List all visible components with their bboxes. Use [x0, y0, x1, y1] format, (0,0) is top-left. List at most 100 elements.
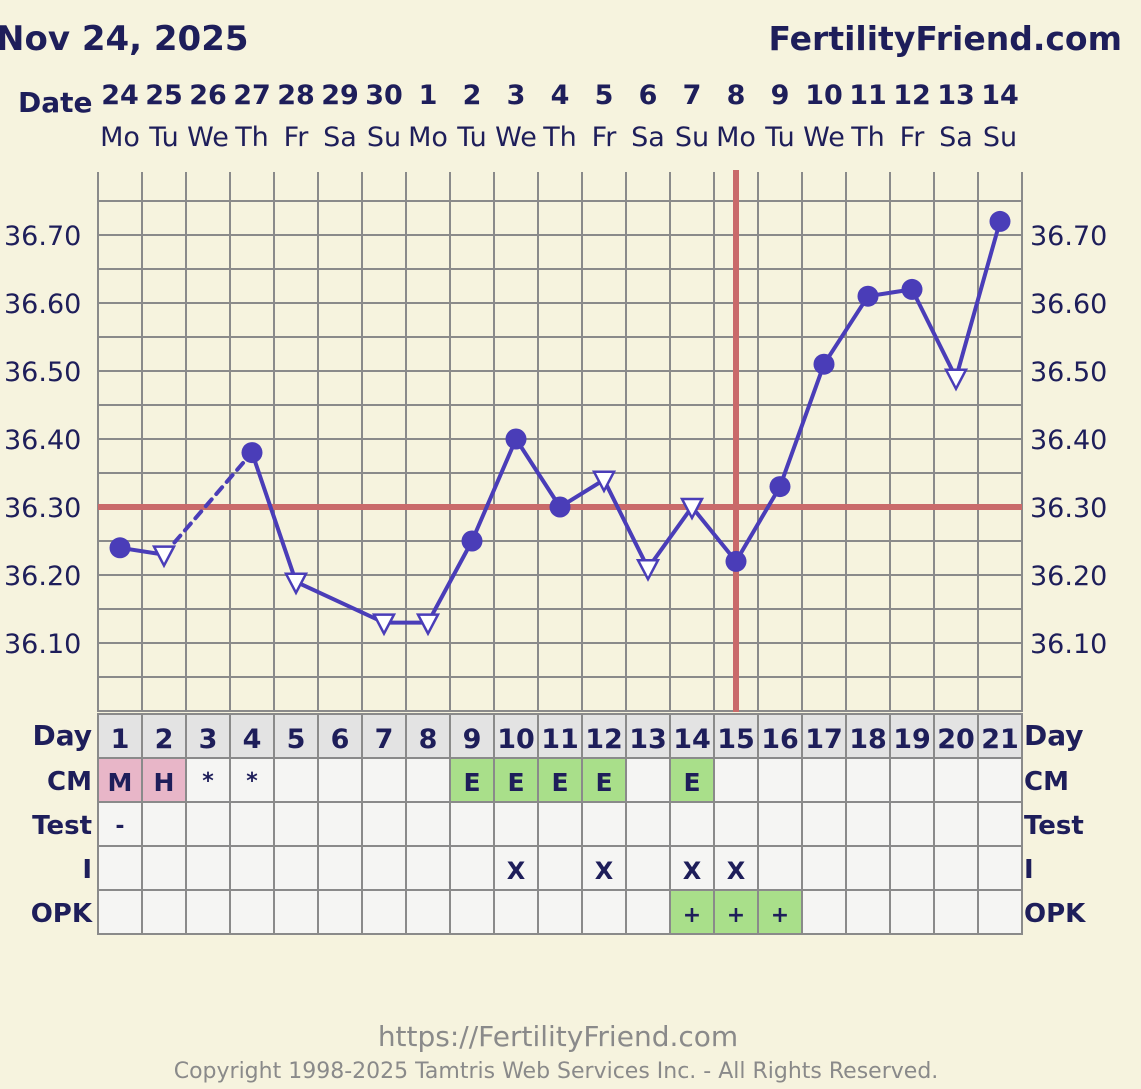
table-cell-test: [97, 801, 143, 847]
table-cell-opk: [97, 889, 143, 935]
opk-mark: +: [771, 903, 789, 928]
table-cell-opk: [229, 889, 275, 935]
weekday-label: Sa: [631, 122, 665, 153]
temperature-point-open: [283, 572, 309, 596]
footer-url: https://FertilityFriend.com: [378, 1020, 738, 1053]
cycle-day-number: 16: [761, 724, 799, 755]
weekday-label: Tu: [148, 122, 179, 153]
y-tick-left: 36.20: [4, 561, 81, 592]
weekday-label: Su: [367, 122, 401, 153]
cm-value: E: [683, 768, 700, 797]
table-cell-i: [185, 845, 231, 891]
cycle-day-number: 11: [541, 724, 579, 755]
cm-value: M: [108, 768, 133, 797]
row-label-right: OPK: [1024, 899, 1086, 929]
table-cell-test: [405, 801, 451, 847]
table-cell-cm: [845, 757, 891, 803]
cycle-day-number: 13: [629, 724, 667, 755]
cycle-day-number: 8: [419, 724, 438, 755]
weekday-label: Tu: [456, 122, 487, 153]
weekday-label: Su: [675, 122, 709, 153]
cycle-day-number: 10: [497, 724, 535, 755]
temperature-line-segment: [734, 484, 782, 564]
table-cell-day: [581, 713, 627, 759]
row-label-right: Test: [1024, 811, 1084, 841]
row-label-left: OPK: [31, 899, 93, 929]
table-cell-day: [537, 713, 583, 759]
temperature-point-open: [591, 470, 617, 494]
table-cell-cm: [361, 757, 407, 803]
row-label-left: Day: [32, 719, 92, 752]
cm-value: H: [154, 768, 175, 797]
cm-value: E: [551, 768, 568, 797]
temperature-line-segment: [250, 450, 298, 584]
intercourse-mark: X: [507, 857, 526, 885]
temperature-line-segment: [294, 579, 386, 625]
intercourse-mark: X: [683, 857, 702, 885]
table-cell-opk: [141, 889, 187, 935]
date-label: 6: [639, 80, 658, 111]
table-cell-opk: [977, 889, 1023, 935]
temperature-point: [549, 496, 571, 518]
cycle-day-number: 17: [805, 724, 843, 755]
temperature-point: [901, 278, 923, 300]
table-cell-test: [933, 801, 979, 847]
table-cell-i: [889, 845, 935, 891]
temperature-point-open: [635, 558, 661, 582]
table-cell-opk: [581, 889, 627, 935]
row-label-left: CM: [47, 767, 92, 797]
cycle-day-number: 21: [981, 724, 1019, 755]
temperature-point: [857, 285, 879, 307]
table-cell-cm: [493, 757, 539, 803]
table-cell-test: [493, 801, 539, 847]
table-cell-cm: [317, 757, 363, 803]
table-cell-test: [273, 801, 319, 847]
table-cell-cm: [97, 757, 143, 803]
weekday-label: Th: [234, 122, 269, 153]
row-label-left: I: [82, 855, 92, 885]
table-cell-i: [449, 845, 495, 891]
table-cell-opk: [361, 889, 407, 935]
date-label: 27: [233, 80, 271, 111]
table-cell-test: [977, 801, 1023, 847]
table-cell-day: [845, 713, 891, 759]
temperature-line-segment: [954, 219, 1002, 380]
date-label: 5: [595, 80, 614, 111]
row-label-right: Day: [1024, 719, 1084, 752]
weekday-label: Su: [983, 122, 1017, 153]
temperature-line-segment: [426, 539, 474, 625]
cycle-day-number: 20: [937, 724, 975, 755]
table-cell-test: [845, 801, 891, 847]
date-label: 4: [551, 80, 570, 111]
temperature-point: [989, 210, 1011, 232]
table-cell-opk: [713, 889, 759, 935]
table-cell-opk: [801, 889, 847, 935]
table-cell-cm: [273, 757, 319, 803]
table-cell-opk: [625, 889, 671, 935]
date-label: 29: [321, 80, 359, 111]
table-cell-i: [273, 845, 319, 891]
table-cell-test: [185, 801, 231, 847]
table-cell-opk: [669, 889, 715, 935]
table-cell-day: [273, 713, 319, 759]
table-cell-test: [449, 801, 495, 847]
y-tick-right: 36.40: [1030, 425, 1107, 456]
temperature-line-segment: [162, 450, 254, 557]
cycle-day-number: 6: [331, 724, 350, 755]
cycle-day-number: 14: [673, 724, 711, 755]
date-label: 14: [981, 80, 1019, 111]
row-label-left: Test: [32, 811, 92, 841]
table-cell-i: [977, 845, 1023, 891]
temperature-line-segment: [822, 294, 870, 367]
weekday-label: Fr: [900, 122, 926, 153]
table-cell-day: [97, 713, 143, 759]
cycle-day-number: 9: [463, 724, 482, 755]
table-cell-i: [801, 845, 847, 891]
table-cell-opk: [185, 889, 231, 935]
temperature-point: [769, 476, 791, 498]
weekday-label: Th: [542, 122, 577, 153]
date-label: 26: [189, 80, 227, 111]
table-cell-cm: [933, 757, 979, 803]
weekday-label: Sa: [323, 122, 357, 153]
cycle-day-number: 18: [849, 724, 887, 755]
